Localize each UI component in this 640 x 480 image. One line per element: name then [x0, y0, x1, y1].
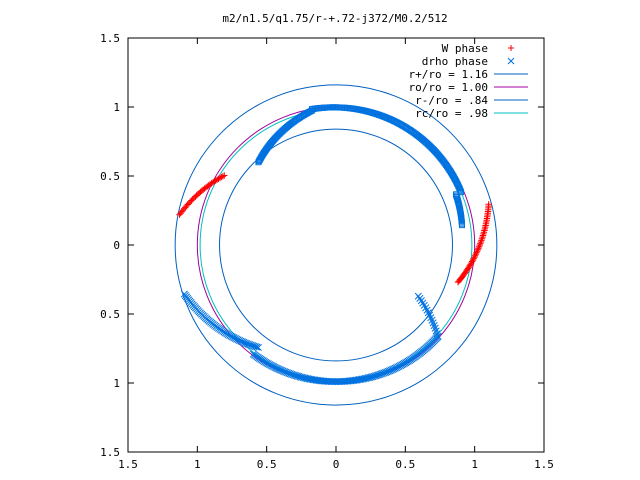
chart-title: m2/n1.5/q1.75/r-+.72-j372/M0.2/512 [222, 12, 447, 25]
drho-phase-point [256, 158, 263, 165]
drho-phase-point [358, 375, 367, 383]
y-tick-label: 0.5 [100, 170, 120, 183]
y-tick-label: 1.5 [100, 446, 120, 459]
w-phase-point [471, 252, 479, 259]
w-phase-point [468, 259, 475, 267]
legend-marker [508, 45, 514, 51]
axis-ticks: 1.5 1 0.5 0 0.5 1 1.51.510.500.511.5 [100, 32, 554, 471]
w-phase-point [475, 245, 482, 252]
drho-phase-point [254, 343, 262, 352]
w-phase-point [479, 233, 486, 241]
circle-series [174, 84, 498, 406]
drho-phase-point [303, 375, 312, 383]
w-phase-point [469, 256, 477, 264]
legend-label: r-/ro = .84 [415, 94, 488, 107]
circle-r-ring [219, 128, 453, 362]
w-phase-point [477, 238, 485, 246]
legend-label: rc/ro = .98 [415, 107, 488, 120]
w-phase-point [473, 248, 481, 255]
w-phase-point [485, 201, 492, 208]
x-tick-label: 0.5 [395, 458, 415, 471]
legend-label: ro/ro = 1.00 [409, 81, 488, 94]
drho-phase-point [357, 375, 365, 383]
y-tick-label: 1.5 [100, 32, 120, 45]
x-tick-label: 1 [194, 458, 201, 471]
w-phase-point [478, 235, 486, 242]
drho-phase-point [414, 292, 422, 300]
circle-r-ring [174, 84, 498, 406]
w-phase-point [474, 246, 482, 253]
w-phase-point [473, 249, 480, 257]
x-tick-label: 1 [471, 458, 478, 471]
w-phase-point [176, 211, 183, 218]
y-tick-label: 1 [113, 377, 120, 390]
point-series [176, 104, 492, 386]
w-phase-point [219, 173, 227, 180]
drho-phase-point [253, 343, 261, 351]
w-phase-point [467, 261, 474, 268]
w-phase-point [468, 258, 476, 265]
y-tick-label: 0 [113, 239, 120, 252]
legend-marker [507, 57, 515, 65]
drho-phase-point [255, 159, 262, 166]
legend-label: drho phase [422, 55, 488, 68]
w-phase-point [466, 262, 473, 269]
w-phase-point [475, 243, 483, 250]
w-phase-point [471, 254, 478, 261]
drho-phase-point [302, 374, 310, 382]
w-phase-point [476, 241, 483, 249]
legend-label: r+/ro = 1.16 [409, 68, 488, 81]
x-tick-label: 1.5 [534, 458, 554, 471]
y-tick-label: 0.5 [100, 308, 120, 321]
w-phase-point [177, 210, 184, 217]
x-tick-label: 1.5 [118, 458, 138, 471]
w-phase-point [470, 255, 477, 262]
x-tick-label: 0.5 [257, 458, 277, 471]
y-tick-label: 1 [113, 101, 120, 114]
w-phase-point [477, 240, 484, 247]
w-phase-point [472, 251, 480, 258]
w-phase-point [221, 172, 228, 179]
x-tick-label: 0 [333, 458, 340, 471]
w-phase-point [478, 237, 485, 244]
legend-label: W phase [442, 42, 488, 55]
